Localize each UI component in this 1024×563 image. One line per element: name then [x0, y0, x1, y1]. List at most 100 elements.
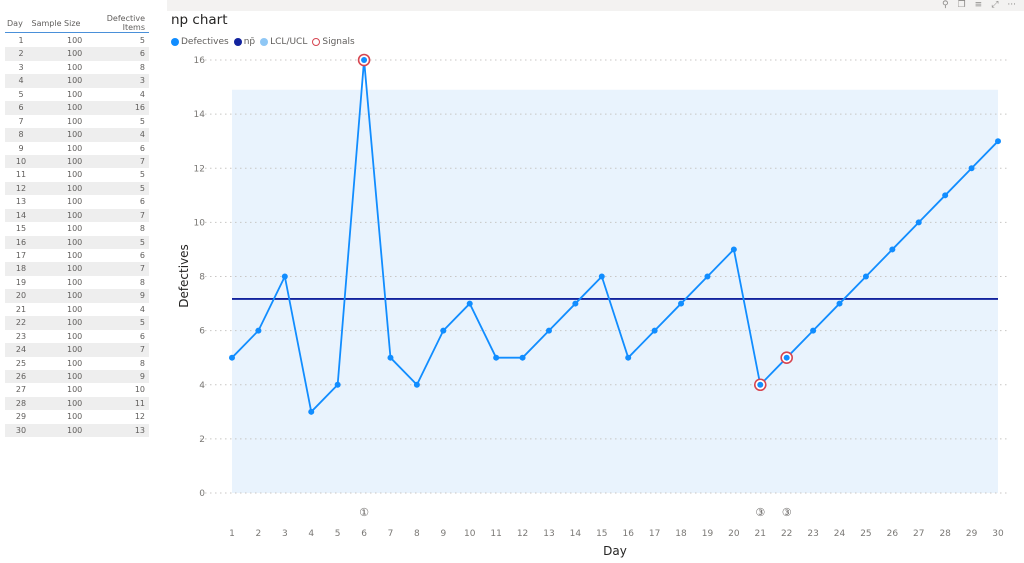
ring-marker-icon [312, 38, 321, 46]
more-options-icon[interactable]: ··· [1007, 0, 1016, 10]
cell-sample-size: 100 [67, 156, 83, 166]
data-point[interactable] [889, 246, 896, 253]
table-row[interactable]: 16 100 5 [5, 235, 149, 249]
data-point[interactable] [757, 381, 764, 388]
table-row[interactable]: 3 100 8 [5, 61, 149, 74]
table-row[interactable]: 23 100 6 [5, 330, 149, 343]
data-point[interactable] [915, 219, 922, 226]
data-point[interactable] [598, 273, 605, 280]
cell-defective-items: 5 [139, 237, 145, 247]
table-row[interactable]: 17 100 6 [5, 249, 149, 262]
signal-rule-marker[interactable]: ① [359, 506, 369, 519]
legend-item-signals[interactable]: Signals [312, 37, 355, 47]
table-row[interactable]: 20 100 9 [5, 289, 149, 303]
cell-day: 11 [15, 170, 27, 180]
data-point[interactable] [545, 327, 552, 334]
table-row[interactable]: 8 100 4 [5, 128, 149, 142]
data-point[interactable] [704, 273, 711, 280]
cell-defective-items: 8 [139, 62, 145, 72]
table-row[interactable]: 12 100 5 [5, 181, 149, 196]
legend-item-defectives[interactable]: Defectives [171, 37, 229, 47]
focus-mode-icon[interactable]: ⤢ [991, 0, 999, 10]
cell-sample-size: 100 [67, 304, 83, 314]
data-point[interactable] [281, 273, 288, 280]
table-row[interactable]: 15 100 8 [5, 222, 149, 235]
data-point[interactable] [413, 381, 420, 388]
data-point[interactable] [836, 300, 843, 307]
table-row[interactable]: 1 100 5 [5, 34, 149, 47]
data-point[interactable] [730, 246, 737, 253]
data-point[interactable] [572, 300, 579, 307]
table-row[interactable]: 7 100 5 [5, 115, 149, 128]
table-row[interactable]: 25 100 8 [5, 357, 149, 370]
data-point[interactable] [678, 300, 685, 307]
table-row[interactable]: 6 100 16 [5, 101, 149, 115]
table-row[interactable]: 28 100 11 [5, 396, 149, 411]
data-point[interactable] [229, 354, 235, 361]
data-point[interactable] [308, 408, 315, 415]
table-row[interactable]: 14 100 7 [5, 208, 149, 223]
data-point[interactable] [783, 354, 790, 361]
legend-item-lcl-ucl[interactable]: LCL/UCL [260, 37, 307, 47]
cell-sample-size: 100 [67, 224, 83, 234]
column-header-day[interactable]: Day [7, 18, 23, 28]
pin-icon[interactable]: ⚲ [941, 0, 949, 10]
x-tick-label: 1 [229, 529, 235, 539]
signal-rule-marker[interactable]: ③ [755, 506, 765, 519]
data-point[interactable] [255, 327, 262, 334]
cell-defective-items: 7 [139, 264, 145, 274]
cell-day: 22 [15, 318, 27, 328]
data-point[interactable] [334, 381, 341, 388]
cell-defective-items: 8 [139, 358, 145, 368]
cell-defective-items: 16 [134, 103, 145, 113]
data-point[interactable] [995, 138, 1001, 145]
data-point[interactable] [440, 327, 447, 334]
y-tick-label: 10 [194, 218, 206, 228]
cell-sample-size: 100 [67, 425, 83, 435]
data-point[interactable] [387, 354, 394, 361]
data-point[interactable] [493, 354, 500, 361]
legend-label: LCL/UCL [270, 37, 308, 47]
x-tick-label: 21 [755, 529, 766, 539]
table-row[interactable]: 21 100 4 [5, 303, 149, 316]
data-point[interactable] [625, 354, 632, 361]
table-row[interactable]: 29 100 12 [5, 410, 149, 423]
table-row[interactable]: 2 100 6 [5, 47, 149, 61]
cell-sample-size: 100 [67, 89, 83, 99]
data-point[interactable] [942, 192, 949, 199]
data-point[interactable] [810, 327, 817, 334]
cell-day: 3 [18, 62, 24, 72]
column-header-defective-items[interactable]: Defective Items [106, 14, 145, 32]
data-point[interactable] [466, 300, 473, 307]
data-point[interactable] [968, 165, 975, 172]
table-row[interactable]: 11 100 5 [5, 168, 149, 181]
table-row[interactable]: 10 100 7 [5, 154, 149, 169]
filter-icon[interactable]: ≡ [974, 0, 983, 10]
cell-defective-items: 5 [139, 116, 145, 126]
data-point[interactable] [361, 57, 368, 63]
table-row[interactable]: 30 100 13 [5, 423, 149, 438]
x-tick-label: 18 [675, 529, 687, 539]
cell-defective-items: 6 [139, 143, 145, 153]
table-row[interactable]: 13 100 6 [5, 195, 149, 208]
data-point[interactable] [862, 273, 869, 280]
signal-rule-marker[interactable]: ③ [782, 506, 792, 519]
table-row[interactable]: 5 100 4 [5, 88, 149, 101]
data-point[interactable] [651, 327, 658, 334]
table-row[interactable]: 22 100 5 [5, 316, 149, 330]
copy-icon[interactable]: ❐ [957, 0, 966, 10]
table-row[interactable]: 19 100 8 [5, 276, 149, 289]
cell-sample-size: 100 [67, 197, 83, 207]
table-row[interactable]: 26 100 9 [5, 369, 149, 384]
column-header-sample-size[interactable]: Sample Size [31, 18, 81, 28]
table-row[interactable]: 4 100 3 [5, 74, 149, 88]
table-header: Day Sample Size Defective Items [5, 14, 149, 33]
table-row[interactable]: 18 100 7 [5, 262, 149, 276]
legend-item-np[interactable]: np̄ [233, 37, 255, 47]
table-row[interactable]: 9 100 6 [5, 142, 149, 155]
table-row[interactable]: 27 100 10 [5, 383, 149, 396]
circle-marker-icon [171, 38, 179, 46]
table-row[interactable]: 24 100 7 [5, 343, 149, 357]
data-point[interactable] [519, 354, 526, 361]
cell-defective-items: 7 [139, 210, 145, 220]
